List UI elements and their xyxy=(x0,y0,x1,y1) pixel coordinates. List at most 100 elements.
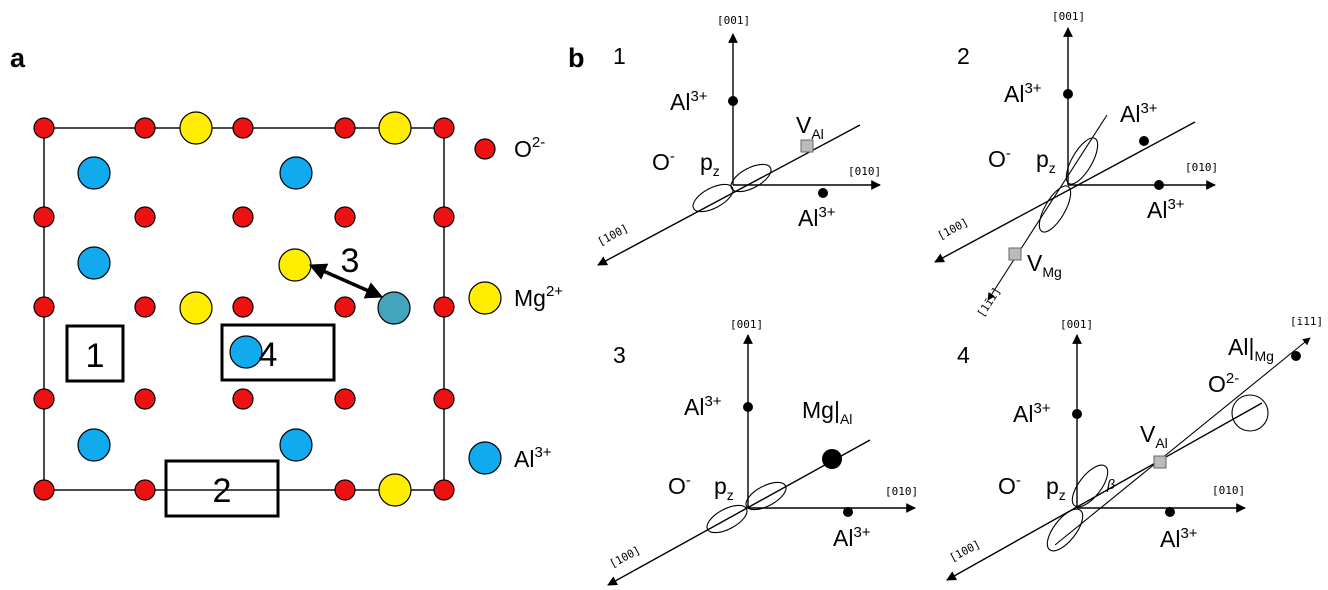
vacancy-label: VAl xyxy=(796,112,824,142)
pz-orbital-lobe xyxy=(692,183,734,213)
subdiagram-2-number: 2 xyxy=(957,43,970,69)
al-ion-dot xyxy=(1154,180,1164,190)
legend-magnesium-marker xyxy=(468,281,502,315)
al-ion-label: Al3+ xyxy=(833,524,871,551)
subdiagram-1: 1 [001] [010] [100] Al3+ Al3+ VAl O- pz xyxy=(595,14,881,266)
al-ion-dot xyxy=(1072,409,1082,419)
al-ion-label: Al3+ xyxy=(684,393,722,420)
axis-010-label: [010] xyxy=(1212,484,1245,497)
vacancy-marker xyxy=(1008,247,1022,261)
axis-100-label: [100] xyxy=(607,544,642,571)
o-minus-label: O- xyxy=(998,472,1021,499)
oxygen-ion xyxy=(232,206,254,228)
aluminium-ion xyxy=(77,428,111,462)
axis-100-label: [100] xyxy=(947,538,982,565)
al-ion-label: Al3+ xyxy=(670,88,708,115)
oxygen-ion xyxy=(33,206,55,228)
magnesium-ion xyxy=(179,111,213,145)
legend-magnesium-label: Mg2+ xyxy=(514,283,563,311)
al-ion-dot xyxy=(818,188,828,198)
magnesium-ion xyxy=(179,291,213,325)
oxygen-ion xyxy=(232,117,254,139)
al-ion-dot xyxy=(1063,89,1073,99)
subdiagram-1-number: 1 xyxy=(613,43,626,69)
al-ion-dot xyxy=(1165,507,1175,517)
legend-aluminium-label: Al3+ xyxy=(514,444,552,472)
legend: O2- Mg2+ Al3+ xyxy=(468,134,563,475)
panel-b: b 1 [001] [010] [100] Al3+ Al3+ VAl O- p… xyxy=(568,10,1323,586)
panel-b-letter: b xyxy=(568,43,585,73)
aluminium-ion xyxy=(77,156,111,190)
axis-m111-label: [ī11] xyxy=(1290,315,1323,328)
axis-001-label: [001] xyxy=(730,318,763,331)
site-box-2 xyxy=(164,459,280,518)
oxygen-ion xyxy=(134,117,156,139)
axis-100 xyxy=(597,124,861,266)
site-box-4-label: 4 xyxy=(259,336,278,374)
oxygen-ion xyxy=(33,117,55,139)
pz-orbital-lobe xyxy=(1038,185,1072,233)
oxygen-ion xyxy=(33,388,55,410)
o2-ion-label: O2- xyxy=(1208,370,1239,397)
subdiagram-4-number: 4 xyxy=(957,342,970,368)
al-ion-label: Al3+ xyxy=(1004,80,1042,107)
site-box-1 xyxy=(65,324,125,383)
legend-oxygen-marker xyxy=(474,138,496,160)
hop-arrow xyxy=(308,263,384,299)
magnesium-ion xyxy=(378,111,412,145)
oxygen-ion xyxy=(334,296,356,318)
axis-100 xyxy=(934,121,1196,263)
oxygen-ion xyxy=(334,117,356,139)
o2-ion-circle xyxy=(1231,394,1269,432)
axis-010-label: [010] xyxy=(1185,161,1218,174)
pz-label: pz xyxy=(714,473,734,503)
axis-010-label: [010] xyxy=(885,485,918,498)
oxygen-ion xyxy=(33,479,55,501)
al-ion-dot xyxy=(1139,136,1149,146)
magnesium-ions xyxy=(179,111,412,507)
aluminium-ion xyxy=(77,246,111,280)
vacancy-label: VMg xyxy=(1027,250,1062,280)
pz-label: pz xyxy=(1036,146,1056,176)
legend-oxygen-label: O2- xyxy=(514,134,545,162)
subdiagram-3: 3 [001] [010] [100] Al3+ Al3+ Mg|Al O- p… xyxy=(607,318,918,586)
pz-label: pz xyxy=(1046,473,1066,503)
pz-label: pz xyxy=(700,149,720,179)
pz-orbital-lobe xyxy=(745,481,787,511)
pz-orbital-lobe xyxy=(1071,464,1109,508)
axis-010-label: [010] xyxy=(848,165,881,178)
mg-substitution-label: Mg|Al xyxy=(802,397,852,427)
aluminium-ion xyxy=(279,428,313,462)
axis-001-label: [001] xyxy=(1052,10,1085,23)
o-minus-label: O- xyxy=(652,148,675,175)
pz-orbital-lobe xyxy=(730,163,772,193)
al-ion-dot xyxy=(743,402,753,412)
axis-001-label: [001] xyxy=(717,14,750,27)
o-minus-label: O- xyxy=(988,145,1011,172)
al-mg-substitution-label: Al|Mg xyxy=(1228,334,1274,364)
oxygen-ion xyxy=(232,388,254,410)
axis-1m1m1-label: [1īī] xyxy=(975,285,1004,320)
oxygen-ion xyxy=(433,296,455,318)
pz-orbital-lobe xyxy=(1065,137,1099,185)
al-ion-dot xyxy=(728,96,738,106)
aluminium-ion xyxy=(229,335,263,369)
vacancy-label: VAl xyxy=(1140,421,1168,451)
hop-label: 3 xyxy=(341,242,360,280)
subdiagram-4: 4 [001] [010] [100] [ī11] β Al3+ Al3+ VA… xyxy=(946,315,1323,581)
oxygen-ion xyxy=(134,388,156,410)
panel-a: a xyxy=(10,43,563,518)
oxygen-ions xyxy=(33,117,455,501)
site-box-2-label: 2 xyxy=(213,472,232,510)
al-mg-substitution-dot xyxy=(1291,351,1301,361)
oxygen-ion xyxy=(433,388,455,410)
beta-angle-label: β xyxy=(1106,476,1115,492)
pz-orbital-lobe xyxy=(1046,508,1084,552)
axis-100 xyxy=(946,402,1263,581)
legend-aluminium-marker xyxy=(468,441,502,475)
axis-100-label: [100] xyxy=(935,216,970,243)
axis-001-label: [001] xyxy=(1060,318,1093,331)
oxygen-ion xyxy=(33,296,55,318)
oxygen-ion xyxy=(334,206,356,228)
